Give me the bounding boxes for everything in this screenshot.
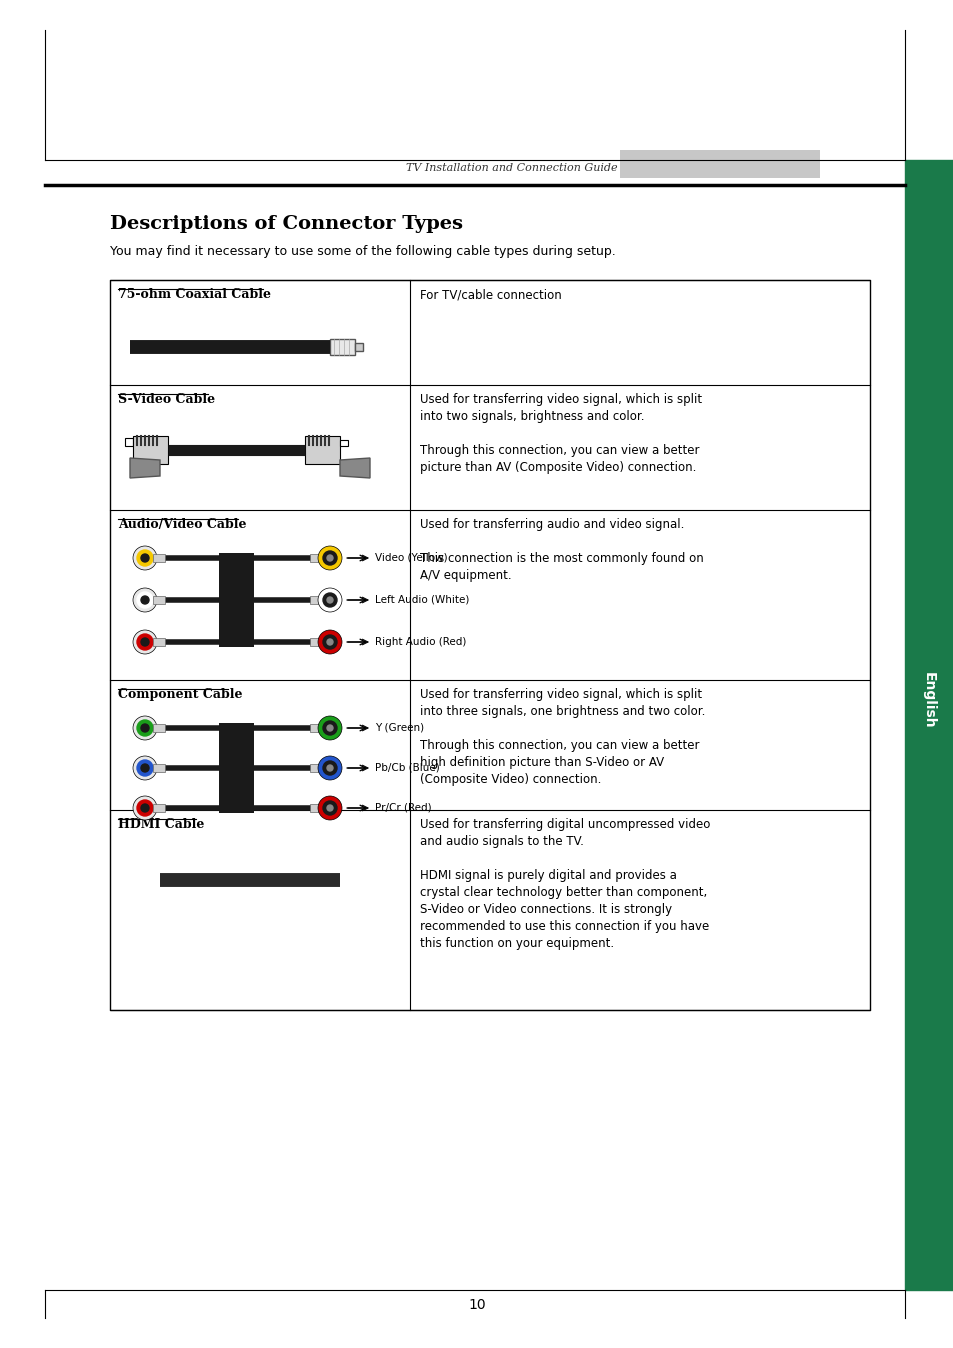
Text: You may find it necessary to use some of the following cable types during setup.: You may find it necessary to use some of… (110, 245, 615, 257)
Circle shape (141, 803, 149, 811)
Circle shape (323, 762, 336, 775)
Bar (904, 160, 953, 1290)
Bar (152, 764, 165, 772)
Circle shape (137, 592, 152, 608)
Circle shape (317, 546, 341, 570)
Text: Used for transferring digital uncompressed video
and audio signals to the TV.

H: Used for transferring digital uncompress… (419, 818, 710, 950)
Circle shape (137, 720, 152, 736)
Text: Pb/Cb (Blue): Pb/Cb (Blue) (375, 763, 439, 772)
Bar (310, 638, 322, 646)
Bar (310, 724, 322, 732)
Bar (310, 764, 322, 772)
Bar (355, 342, 363, 350)
Circle shape (141, 764, 149, 772)
Circle shape (323, 635, 336, 648)
Text: Used for transferring audio and video signal.

This connection is the most commo: Used for transferring audio and video si… (419, 518, 703, 582)
Bar (152, 596, 165, 604)
Circle shape (141, 554, 149, 562)
Text: Left Audio (White): Left Audio (White) (375, 594, 469, 605)
Circle shape (132, 756, 157, 780)
Text: Y (Green): Y (Green) (375, 723, 424, 733)
Text: Used for transferring video signal, which is split
into three signals, one brigh: Used for transferring video signal, whic… (419, 687, 704, 786)
Circle shape (141, 638, 149, 646)
Text: Descriptions of Connector Types: Descriptions of Connector Types (110, 214, 462, 233)
Circle shape (327, 597, 333, 603)
Text: Audio/Video Cable: Audio/Video Cable (118, 518, 246, 531)
Bar (219, 553, 253, 647)
Circle shape (141, 596, 149, 604)
Text: Used for transferring video signal, which is split
into two signals, brightness : Used for transferring video signal, whic… (419, 394, 701, 474)
Circle shape (137, 799, 152, 816)
Text: S-Video Cable: S-Video Cable (118, 394, 214, 406)
Bar (330, 338, 355, 355)
Circle shape (317, 716, 341, 740)
Text: HDMI Cable: HDMI Cable (118, 818, 204, 830)
Circle shape (327, 555, 333, 561)
Circle shape (323, 551, 336, 565)
Text: 75-ohm Coaxial Cable: 75-ohm Coaxial Cable (118, 288, 271, 301)
Circle shape (323, 801, 336, 816)
Bar (339, 439, 348, 446)
Circle shape (327, 766, 333, 771)
Circle shape (317, 797, 341, 820)
Polygon shape (339, 458, 370, 479)
Bar (152, 554, 165, 562)
Bar (305, 435, 339, 464)
Text: Pr/Cr (Red): Pr/Cr (Red) (375, 803, 431, 813)
Bar (132, 435, 168, 464)
Bar (152, 638, 165, 646)
Circle shape (317, 588, 341, 612)
Bar (152, 803, 165, 811)
Circle shape (137, 760, 152, 776)
Circle shape (137, 550, 152, 566)
Circle shape (323, 721, 336, 735)
Polygon shape (130, 458, 160, 479)
Text: Video (Yellow): Video (Yellow) (375, 553, 447, 563)
Circle shape (141, 724, 149, 732)
Circle shape (317, 630, 341, 654)
Circle shape (317, 756, 341, 780)
Bar (310, 596, 322, 604)
Bar (152, 724, 165, 732)
Circle shape (323, 593, 336, 607)
Circle shape (327, 805, 333, 811)
Circle shape (132, 630, 157, 654)
Text: TV Installation and Connection Guide: TV Installation and Connection Guide (406, 163, 618, 173)
Circle shape (327, 639, 333, 644)
Text: English: English (921, 671, 935, 728)
Bar (310, 803, 322, 811)
Circle shape (137, 634, 152, 650)
Text: Component Cable: Component Cable (118, 687, 242, 701)
Text: For TV/cable connection: For TV/cable connection (419, 288, 561, 301)
Circle shape (132, 546, 157, 570)
Bar (110, 280, 869, 1010)
Circle shape (132, 716, 157, 740)
Circle shape (327, 725, 333, 731)
Text: 10: 10 (468, 1298, 485, 1312)
Circle shape (132, 797, 157, 820)
Bar (219, 723, 253, 813)
Text: Right Audio (Red): Right Audio (Red) (375, 638, 466, 647)
Bar (310, 554, 322, 562)
Bar (125, 438, 132, 446)
FancyBboxPatch shape (619, 150, 820, 178)
Circle shape (132, 588, 157, 612)
